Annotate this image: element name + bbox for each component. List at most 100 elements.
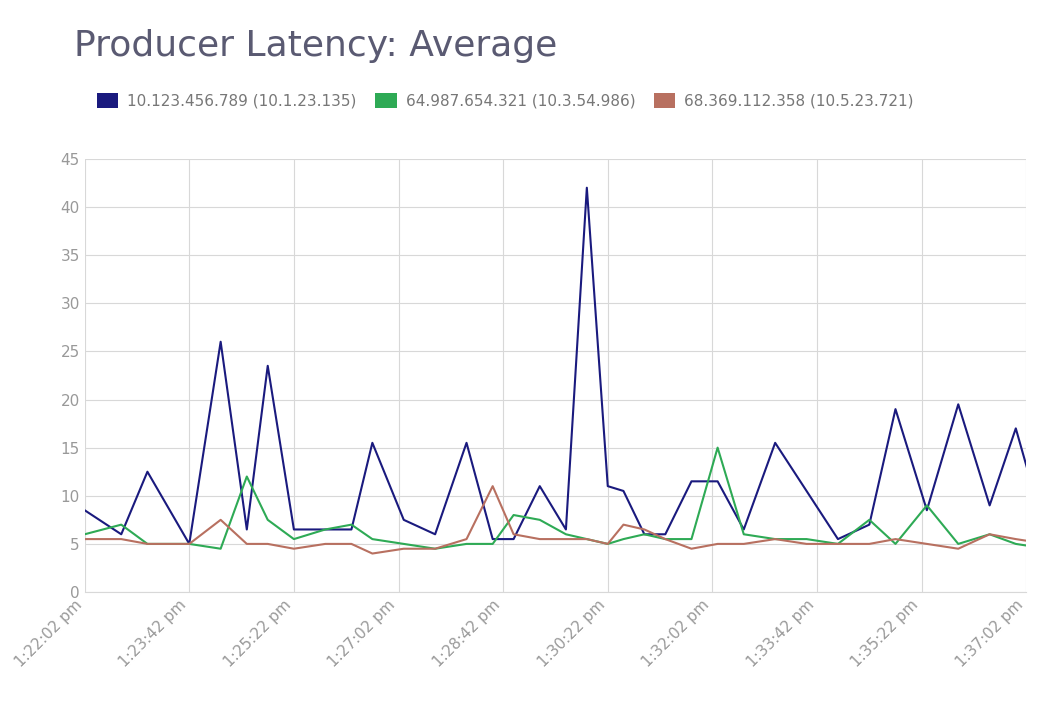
10.123.456.789 (10.1.23.135) <box>507 535 519 544</box>
68.369.112.358 (10.5.23.721) <box>398 544 411 553</box>
64.987.654.321 (10.3.54.986) <box>1009 539 1022 548</box>
Legend: 10.123.456.789 (10.1.23.135), 64.987.654.321 (10.3.54.986), 68.369.112.358 (10.5: 10.123.456.789 (10.1.23.135), 64.987.654… <box>92 89 918 113</box>
68.369.112.358 (10.5.23.721) <box>141 539 153 548</box>
Line: 68.369.112.358 (10.5.23.721): 68.369.112.358 (10.5.23.721) <box>85 486 1058 554</box>
10.123.456.789 (10.1.23.135) <box>398 516 411 524</box>
10.123.456.789 (10.1.23.135) <box>638 530 651 539</box>
64.987.654.321 (10.3.54.986) <box>711 443 724 452</box>
68.369.112.358 (10.5.23.721) <box>832 539 844 548</box>
10.123.456.789 (10.1.23.135) <box>711 477 724 486</box>
68.369.112.358 (10.5.23.721) <box>659 535 672 544</box>
10.123.456.789 (10.1.23.135) <box>601 482 614 490</box>
10.123.456.789 (10.1.23.135) <box>487 535 499 544</box>
10.123.456.789 (10.1.23.135) <box>769 438 782 447</box>
68.369.112.358 (10.5.23.721) <box>288 544 300 553</box>
68.369.112.358 (10.5.23.721) <box>115 535 128 544</box>
10.123.456.789 (10.1.23.135) <box>983 501 996 510</box>
64.987.654.321 (10.3.54.986) <box>581 535 594 544</box>
68.369.112.358 (10.5.23.721) <box>460 535 473 544</box>
64.987.654.321 (10.3.54.986) <box>183 539 196 548</box>
10.123.456.789 (10.1.23.135) <box>533 482 546 490</box>
64.987.654.321 (10.3.54.986) <box>345 521 358 529</box>
68.369.112.358 (10.5.23.721) <box>487 482 499 490</box>
10.123.456.789 (10.1.23.135) <box>581 183 594 192</box>
68.369.112.358 (10.5.23.721) <box>533 535 546 544</box>
68.369.112.358 (10.5.23.721) <box>638 525 651 534</box>
64.987.654.321 (10.3.54.986) <box>240 472 253 481</box>
10.123.456.789 (10.1.23.135) <box>78 506 91 515</box>
64.987.654.321 (10.3.54.986) <box>952 539 965 548</box>
10.123.456.789 (10.1.23.135) <box>460 438 473 447</box>
10.123.456.789 (10.1.23.135) <box>659 530 672 539</box>
68.369.112.358 (10.5.23.721) <box>601 539 614 548</box>
64.987.654.321 (10.3.54.986) <box>560 530 572 539</box>
64.987.654.321 (10.3.54.986) <box>800 535 813 544</box>
68.369.112.358 (10.5.23.721) <box>318 539 331 548</box>
68.369.112.358 (10.5.23.721) <box>737 539 750 548</box>
68.369.112.358 (10.5.23.721) <box>889 535 901 544</box>
10.123.456.789 (10.1.23.135) <box>832 535 844 544</box>
10.123.456.789 (10.1.23.135) <box>115 530 128 539</box>
Text: Producer Latency: Average: Producer Latency: Average <box>74 29 558 63</box>
68.369.112.358 (10.5.23.721) <box>863 539 876 548</box>
64.987.654.321 (10.3.54.986) <box>115 521 128 529</box>
10.123.456.789 (10.1.23.135) <box>288 525 300 534</box>
10.123.456.789 (10.1.23.135) <box>920 506 933 515</box>
68.369.112.358 (10.5.23.721) <box>581 535 594 544</box>
64.987.654.321 (10.3.54.986) <box>507 510 519 519</box>
10.123.456.789 (10.1.23.135) <box>318 525 331 534</box>
10.123.456.789 (10.1.23.135) <box>800 487 813 495</box>
Line: 64.987.654.321 (10.3.54.986): 64.987.654.321 (10.3.54.986) <box>85 448 1058 549</box>
64.987.654.321 (10.3.54.986) <box>288 535 300 544</box>
68.369.112.358 (10.5.23.721) <box>952 544 965 553</box>
64.987.654.321 (10.3.54.986) <box>601 539 614 548</box>
10.123.456.789 (10.1.23.135) <box>240 525 253 534</box>
68.369.112.358 (10.5.23.721) <box>215 516 227 524</box>
68.369.112.358 (10.5.23.721) <box>1041 539 1054 548</box>
10.123.456.789 (10.1.23.135) <box>1009 424 1022 432</box>
10.123.456.789 (10.1.23.135) <box>345 525 358 534</box>
68.369.112.358 (10.5.23.721) <box>769 535 782 544</box>
68.369.112.358 (10.5.23.721) <box>428 544 441 553</box>
68.369.112.358 (10.5.23.721) <box>800 539 813 548</box>
10.123.456.789 (10.1.23.135) <box>617 487 630 495</box>
64.987.654.321 (10.3.54.986) <box>261 516 274 524</box>
64.987.654.321 (10.3.54.986) <box>318 525 331 534</box>
64.987.654.321 (10.3.54.986) <box>832 539 844 548</box>
64.987.654.321 (10.3.54.986) <box>617 535 630 544</box>
10.123.456.789 (10.1.23.135) <box>863 521 876 529</box>
68.369.112.358 (10.5.23.721) <box>617 521 630 529</box>
64.987.654.321 (10.3.54.986) <box>428 544 441 553</box>
64.987.654.321 (10.3.54.986) <box>769 535 782 544</box>
10.123.456.789 (10.1.23.135) <box>366 438 379 447</box>
10.123.456.789 (10.1.23.135) <box>428 530 441 539</box>
10.123.456.789 (10.1.23.135) <box>261 362 274 370</box>
68.369.112.358 (10.5.23.721) <box>78 535 91 544</box>
10.123.456.789 (10.1.23.135) <box>560 525 572 534</box>
68.369.112.358 (10.5.23.721) <box>345 539 358 548</box>
10.123.456.789 (10.1.23.135) <box>141 467 153 476</box>
64.987.654.321 (10.3.54.986) <box>460 539 473 548</box>
64.987.654.321 (10.3.54.986) <box>141 539 153 548</box>
64.987.654.321 (10.3.54.986) <box>1041 544 1054 553</box>
64.987.654.321 (10.3.54.986) <box>889 539 901 548</box>
68.369.112.358 (10.5.23.721) <box>711 539 724 548</box>
68.369.112.358 (10.5.23.721) <box>366 549 379 558</box>
10.123.456.789 (10.1.23.135) <box>183 539 196 548</box>
68.369.112.358 (10.5.23.721) <box>920 539 933 548</box>
64.987.654.321 (10.3.54.986) <box>78 530 91 539</box>
68.369.112.358 (10.5.23.721) <box>261 539 274 548</box>
10.123.456.789 (10.1.23.135) <box>215 337 227 346</box>
68.369.112.358 (10.5.23.721) <box>507 530 519 539</box>
64.987.654.321 (10.3.54.986) <box>398 539 411 548</box>
68.369.112.358 (10.5.23.721) <box>183 539 196 548</box>
64.987.654.321 (10.3.54.986) <box>983 530 996 539</box>
64.987.654.321 (10.3.54.986) <box>659 535 672 544</box>
64.987.654.321 (10.3.54.986) <box>686 535 698 544</box>
64.987.654.321 (10.3.54.986) <box>920 501 933 510</box>
64.987.654.321 (10.3.54.986) <box>366 535 379 544</box>
64.987.654.321 (10.3.54.986) <box>487 539 499 548</box>
64.987.654.321 (10.3.54.986) <box>737 530 750 539</box>
64.987.654.321 (10.3.54.986) <box>863 516 876 524</box>
68.369.112.358 (10.5.23.721) <box>983 530 996 539</box>
